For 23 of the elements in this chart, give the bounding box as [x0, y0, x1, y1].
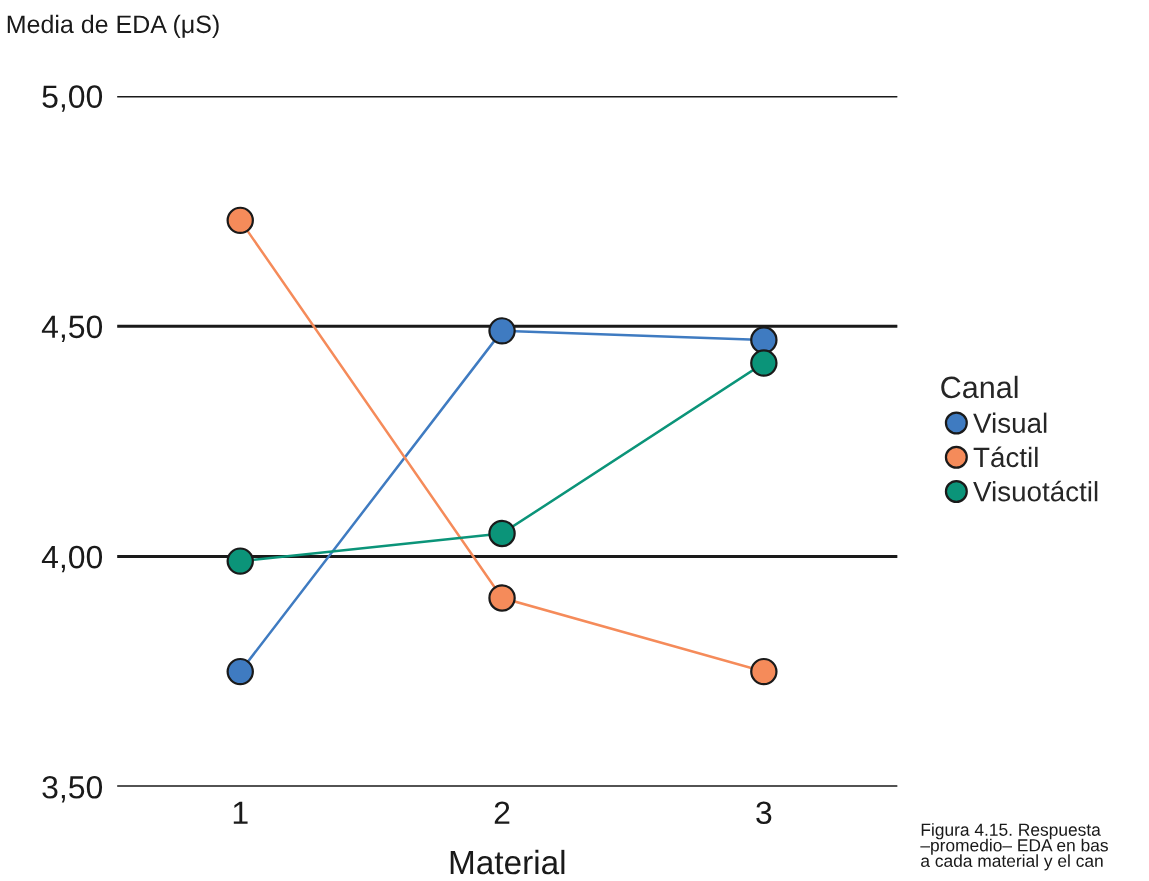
- legend-label: Visuotáctil: [973, 480, 1098, 502]
- point: [226, 547, 254, 575]
- x-axis-title: Material: [450, 849, 565, 875]
- legend-label: Táctil: [973, 446, 1038, 468]
- legend-title: Canal: [941, 375, 1018, 399]
- point: [750, 657, 778, 686]
- point: [750, 349, 778, 377]
- x-tick-label: 3: [756, 801, 772, 825]
- point: [226, 657, 254, 686]
- point: [226, 206, 254, 235]
- text: Figura 4.15. Respuesta –promedio– EDA en bas a cada material y el can: [920, 823, 1108, 871]
- y-tick-label: 4,00: [41, 545, 103, 573]
- point: [488, 317, 516, 345]
- point: [488, 584, 516, 612]
- point: [488, 519, 516, 548]
- y-tick-label: 4,50: [41, 315, 103, 342]
- point: [750, 326, 778, 354]
- x-tick-label: 1: [233, 801, 248, 824]
- y-tick-label: 5,00: [42, 85, 103, 112]
- y-axis-title: Media de EDA (μS): [7, 14, 219, 39]
- y-tick-label: 3,50: [42, 776, 103, 803]
- legend-label: Visual: [973, 412, 1047, 434]
- x-tick-label: 2: [494, 801, 510, 824]
